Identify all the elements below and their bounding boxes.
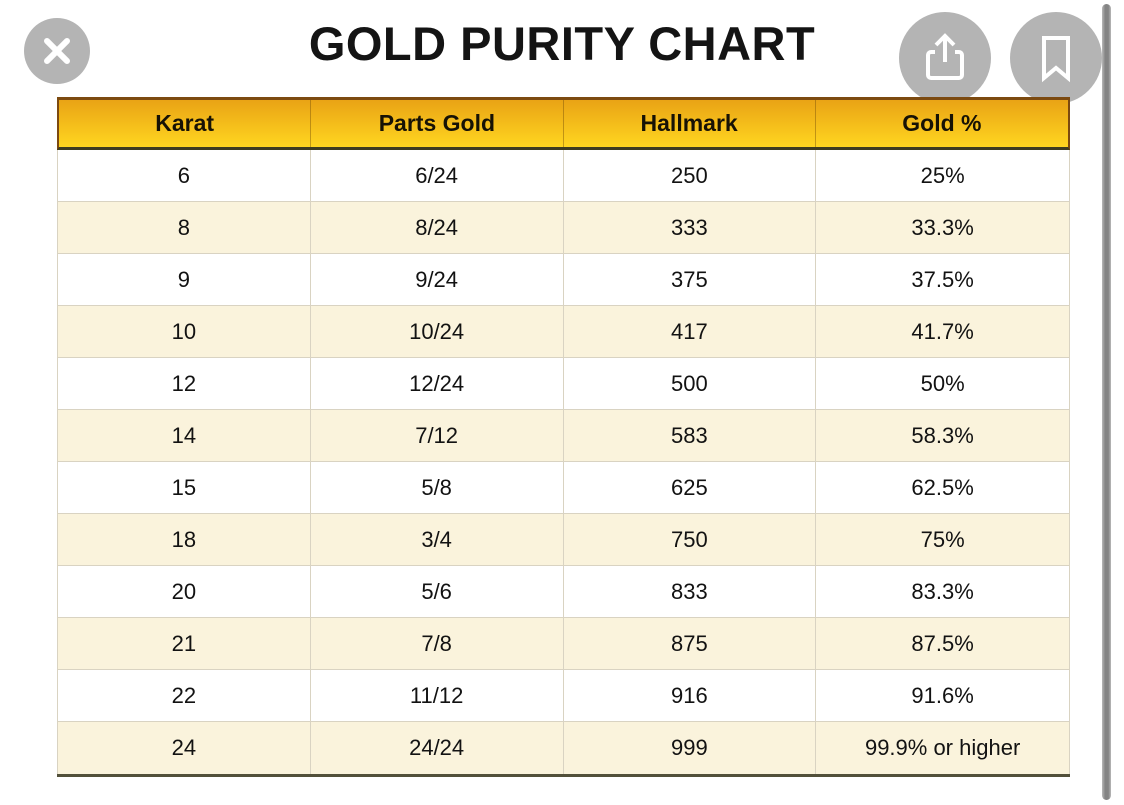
bookmark-icon [1036,33,1076,83]
table-cell: 750 [564,514,817,565]
bookmark-button[interactable] [1010,12,1102,104]
header-hallmark: Hallmark [564,100,816,147]
table-cell: 41.7% [911,318,974,344]
table-cell: 12 [58,358,311,409]
table-row: 24 24/24 999 99.9% or higher [58,722,1069,774]
table-cell: 375 [564,254,817,305]
table-cell: 62.5% [911,474,974,500]
table-row: 20 5/6 833 83.3% [58,566,1069,618]
scrollbar-track [1102,4,1111,800]
table-cell: 50% [920,370,965,396]
page-title: GOLD PURITY CHART [308,17,816,70]
table-cell: 10/24 [311,306,564,357]
table-cell: 21 [58,618,311,669]
table-row: 14 7/12 583 58.3% [58,410,1069,462]
header-karat: Karat [59,100,312,147]
table-cell: 15 [58,462,311,513]
table-cell: 87.5% [911,630,974,656]
table-cell: 24 [58,722,311,774]
table-row: 12 12/24 500 50% [58,358,1069,410]
table-cell: 583 [564,410,817,461]
table-cell: 37.5% [911,266,974,292]
table-cell: 10 [58,306,311,357]
table-cell: 417 [564,306,817,357]
table-cell: 33.3% [911,214,974,240]
table-cell: 6 [58,150,311,201]
gold-purity-table: Karat Parts Gold Hallmark Gold % 6 6/24 25… [57,97,1070,777]
table-cell: 20 [58,566,311,617]
table-body: 6 6/24 250 25% 8 8/24 333 33.3% 9 9/24 375 37.5% 10 1… [57,150,1070,774]
table-row: 18 3/4 750 75% [58,514,1069,566]
table-cell: 14 [58,410,311,461]
table-cell: 99.9% or higher [864,735,1021,760]
header-parts-gold: Parts Gold [311,100,564,147]
scrollbar-thumb[interactable] [1102,4,1111,800]
table-cell: 250 [564,150,817,201]
table-row: 9 9/24 375 37.5% [58,254,1069,306]
table-cell: 5/6 [311,566,564,617]
table-cell: 24/24 [311,722,564,774]
table-cell: 9/24 [311,254,564,305]
table-cell: 8/24 [311,202,564,253]
table-cell: 25% [920,162,965,188]
table-row: 8 8/24 333 33.3% [58,202,1069,254]
table-cell: 91.6% [911,682,974,708]
table-cell: 625 [564,462,817,513]
table-cell: 333 [564,202,817,253]
table-row: 22 11/12 916 91.6% [58,670,1069,722]
table-cell: 916 [564,670,817,721]
close-button[interactable] [24,18,90,84]
table-cell: 833 [564,566,817,617]
header-gold-pct: Gold % [902,110,982,136]
table-cell: 875 [564,618,817,669]
table-cell: 500 [564,358,817,409]
table-cell: 58.3% [911,422,974,448]
table-cell: 7/8 [311,618,564,669]
table-cell: 5/8 [311,462,564,513]
table-cell: 75% [920,526,965,552]
close-icon [40,34,74,68]
share-button[interactable] [899,12,991,104]
table-cell: 6/24 [311,150,564,201]
table-row: 6 6/24 250 25% [58,150,1069,202]
table-cell: 8 [58,202,311,253]
table-cell: 22 [58,670,311,721]
table-header-row: Karat Parts Gold Hallmark Gold % [57,97,1070,150]
table-cell: 11/12 [311,670,564,721]
table-cell: 83.3% [911,578,974,604]
table-cell: 3/4 [311,514,564,565]
table-row: 10 10/24 417 41.7% [58,306,1069,358]
share-icon [921,32,969,84]
table-cell: 7/12 [311,410,564,461]
table-cell: 12/24 [311,358,564,409]
table-row: 15 5/8 625 62.5% [58,462,1069,514]
table-cell: 999 [564,722,817,774]
table-cell: 18 [58,514,311,565]
table-row: 21 7/8 875 87.5% [58,618,1069,670]
table-cell: 9 [58,254,311,305]
